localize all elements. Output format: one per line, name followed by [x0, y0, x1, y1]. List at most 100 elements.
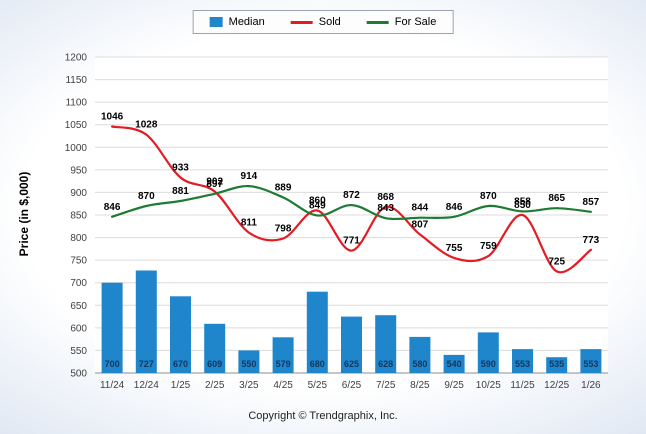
y-tick-label: 700 [70, 278, 87, 289]
median-bar [135, 270, 157, 373]
chart-legend: Median Sold For Sale [192, 10, 454, 34]
median-bar [512, 349, 533, 373]
sold-value-label: 868 [377, 192, 394, 203]
bar-value-label: 700 [105, 359, 120, 369]
bar-value-label: 535 [549, 359, 564, 369]
for-sale-value-label: 870 [480, 191, 497, 202]
for-sale-line [111, 184, 592, 221]
median-bar [546, 357, 568, 373]
median-bar [306, 291, 328, 373]
y-axis-title: Price (in $,000) [17, 171, 31, 257]
y-tick-label: 1050 [65, 120, 88, 131]
y-tick-label: 600 [70, 323, 87, 334]
sold-value-label: 755 [446, 243, 463, 254]
copyright-text: Copyright © Trendgraphix, Inc. [248, 410, 398, 422]
median-bar [101, 282, 123, 373]
x-tick-label: 11/24 [100, 380, 125, 391]
for-sale-value-label: 865 [548, 193, 565, 204]
legend-item-median: Median [209, 16, 265, 28]
sold-value-label: 807 [412, 219, 429, 230]
x-tick-label: 1/26 [581, 380, 601, 391]
sold-value-label: 933 [172, 163, 189, 174]
for-sale-value-label: 858 [514, 196, 531, 207]
for-sale-value-label: 872 [343, 190, 360, 201]
bar-value-label: 579 [276, 359, 291, 369]
sold-value-label: 759 [480, 241, 497, 252]
bar-value-label: 727 [139, 359, 154, 369]
for-sale-value-label: 881 [172, 186, 189, 197]
y-tick-label: 1150 [65, 75, 87, 86]
median-bar [477, 332, 499, 373]
sold-value-label: 771 [343, 236, 360, 247]
legend-sold-label: Sold [318, 16, 341, 28]
bar-value-label: 580 [412, 359, 427, 369]
bar-value-label: 553 [515, 359, 530, 369]
x-tick-label: 12/25 [544, 380, 569, 391]
legend-item-for-sale: For Sale [366, 16, 437, 28]
sold-value-label: 773 [583, 235, 600, 246]
y-tick-label: 650 [70, 301, 87, 312]
bar-value-label: 625 [344, 359, 359, 369]
sold-line [111, 125, 592, 274]
sold-value-label: 1028 [135, 120, 158, 131]
x-tick-label: 8/25 [410, 380, 430, 391]
x-tick-label: 11/25 [510, 380, 535, 391]
sold-value-label: 860 [309, 196, 326, 207]
for-sale-value-label: 843 [377, 203, 394, 214]
bar-value-label: 540 [447, 359, 462, 369]
for-sale-value-label: 857 [583, 197, 600, 208]
legend-item-sold: Sold [290, 16, 341, 28]
for-sale-value-label: 844 [412, 203, 429, 214]
for-sale-value-label: 846 [104, 202, 121, 213]
bar-value-label: 553 [583, 359, 598, 369]
sold-value-label: 798 [275, 224, 292, 235]
x-tick-label: 9/25 [444, 380, 464, 391]
sold-value-label: 725 [548, 256, 565, 267]
sold-line-swatch-icon [290, 20, 313, 24]
median-bar-swatch-icon [209, 17, 223, 27]
y-tick-label: 900 [70, 188, 87, 199]
y-tick-label: 950 [70, 165, 87, 176]
for-sale-value-label: 889 [275, 182, 292, 193]
x-tick-label: 6/25 [342, 380, 362, 391]
x-tick-label: 5/25 [308, 380, 328, 391]
y-tick-label: 550 [70, 346, 87, 357]
median-bar [443, 354, 465, 373]
legend-for-sale-label: For Sale [394, 16, 437, 28]
median-bar [272, 337, 294, 373]
sold-value-label: 811 [241, 218, 258, 229]
median-bar [375, 315, 397, 373]
y-tick-label: 1100 [65, 98, 87, 109]
y-tick-label: 800 [70, 233, 87, 244]
x-tick-label: 4/25 [273, 380, 293, 391]
x-tick-label: 12/24 [134, 380, 159, 391]
x-tick-label: 2/25 [205, 380, 225, 391]
for-sale-line-swatch-icon [366, 20, 389, 24]
median-bar [170, 296, 191, 373]
legend-median-label: Median [228, 16, 265, 28]
sold-value-label: 902 [206, 177, 223, 188]
median-bar [341, 316, 362, 373]
x-tick-label: 3/25 [239, 380, 259, 391]
x-tick-label: 10/25 [476, 380, 501, 391]
sold-value-label: 850 [514, 200, 531, 211]
median-bar [238, 350, 260, 373]
sold-value-label: 1046 [101, 112, 124, 123]
for-sale-value-label: 846 [446, 202, 463, 213]
bar-value-label: 680 [310, 359, 325, 369]
y-tick-label: 1000 [65, 143, 88, 154]
median-bar [580, 349, 602, 373]
bar-value-label: 609 [207, 359, 222, 369]
y-tick-label: 850 [70, 211, 87, 222]
median-bar [409, 336, 431, 373]
y-tick-label: 500 [70, 369, 87, 380]
bar-value-label: 590 [481, 359, 496, 369]
for-sale-value-label: 870 [138, 191, 155, 202]
bar-value-label: 628 [378, 359, 393, 369]
x-tick-label: 7/25 [376, 380, 396, 391]
for-sale-value-label: 914 [241, 171, 258, 182]
median-bar [204, 323, 226, 373]
x-tick-label: 1/25 [171, 380, 191, 391]
